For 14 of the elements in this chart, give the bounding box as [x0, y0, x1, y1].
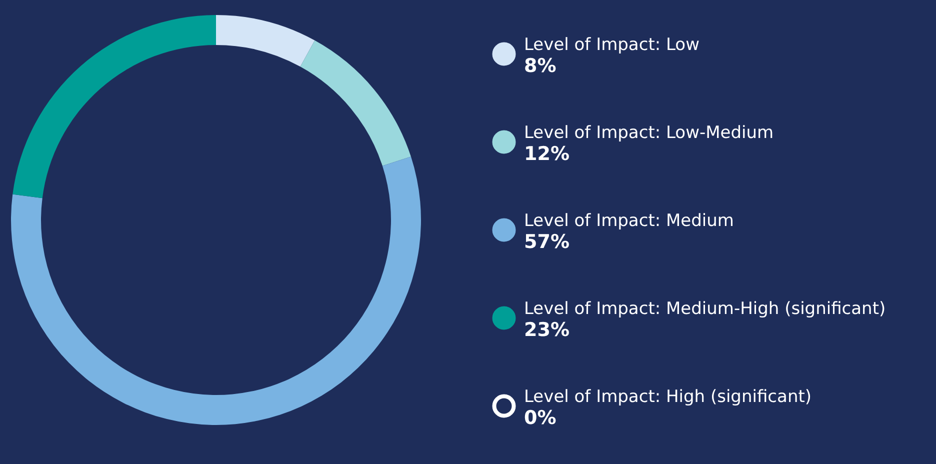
- data-label: 23%: [524, 319, 570, 341]
- donut-slice: [11, 156, 421, 425]
- text: 0%: [524, 407, 556, 429]
- legend-label: Level of Impact: Medium: [524, 211, 734, 231]
- legend-label: Level of Impact: Medium-High (significant): [524, 299, 886, 319]
- legend-label: Level of Impact: Low-Medium: [524, 123, 774, 143]
- donut-slice: [12, 15, 216, 198]
- data-label: 12%: [524, 143, 570, 165]
- legend-label: Level of Impact: High (significant): [524, 387, 812, 407]
- donut-slice: [216, 15, 315, 67]
- legend-label: Level of Impact: Low: [524, 35, 700, 55]
- donut-slice: [300, 40, 411, 166]
- data-label: 57%: [524, 231, 570, 253]
- data-label: 8%: [524, 55, 556, 77]
